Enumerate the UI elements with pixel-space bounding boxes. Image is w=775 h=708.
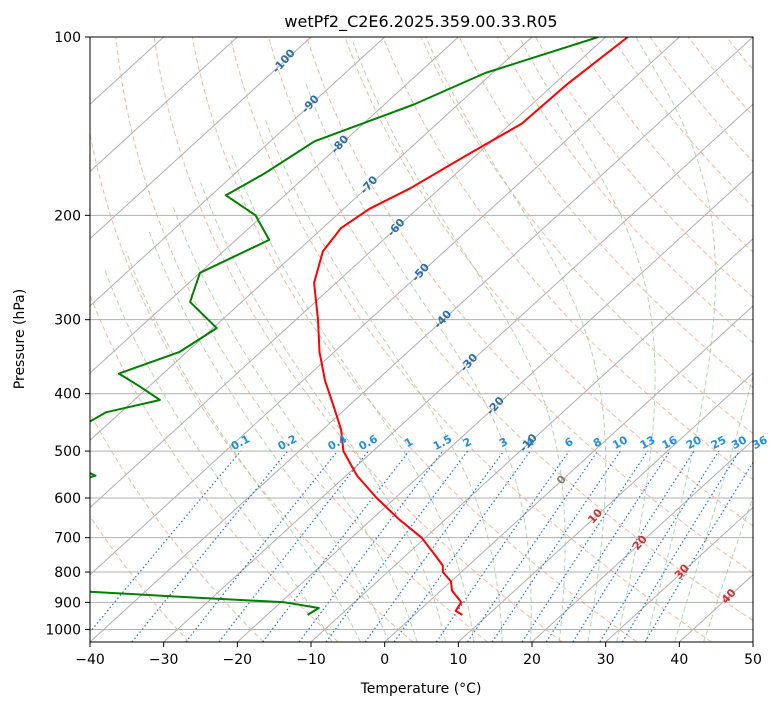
- y-tick-label: 700: [54, 531, 81, 547]
- x-tick-label: 10: [449, 652, 467, 668]
- mixing-ratio-line: [435, 450, 570, 642]
- x-tick-label: 40: [670, 652, 688, 668]
- mixing-ratio-line: [298, 450, 444, 642]
- axes: −40 −30 −20 −10 0 10 20 30 40 50 100 200 300 400 500 60…: [45, 30, 762, 668]
- isotherm-line: [90, 37, 459, 374]
- moist-adiabat-line: [635, 37, 716, 642]
- y-tick-label: 900: [54, 595, 81, 611]
- x-axis-label: Temperature (°C): [360, 681, 482, 697]
- moist-adiabat-line: [703, 495, 753, 642]
- mixing-ratio-label: 36: [750, 433, 770, 452]
- dewpoint-profile-line: [90, 37, 599, 616]
- dry-adiabat-line: [344, 37, 753, 527]
- isotherm-line: [531, 439, 753, 642]
- y-tick-label: 800: [54, 565, 81, 581]
- mixing-ratio-label: 30: [729, 433, 749, 452]
- moist-adiabat-line: [674, 374, 753, 642]
- dry-adiabat-line: [191, 37, 638, 642]
- dry-adiabat-line: [306, 37, 753, 574]
- mixing-ratio-label: 20: [684, 433, 704, 452]
- dry-adiabat-line: [153, 37, 563, 642]
- mixing-ratio-label: 16: [660, 433, 680, 452]
- x-tick-label: 0: [380, 652, 389, 668]
- isotherm-line: [90, 37, 238, 173]
- mixing-ratio-line: [364, 450, 505, 642]
- isotherm-line: [605, 506, 753, 642]
- x-tick-label: 30: [597, 652, 615, 668]
- moist-adiabat-line: [265, 119, 503, 642]
- mixing-ratio-line: [131, 450, 289, 642]
- isotherm-line: [384, 305, 753, 642]
- isotherm-line: [236, 170, 753, 642]
- moist-adiabat-line: [148, 230, 390, 642]
- isotherm-line: [90, 37, 753, 642]
- isotherm-line: [90, 37, 386, 307]
- y-tick-label: 500: [54, 444, 81, 460]
- y-tick-label: 200: [54, 208, 81, 224]
- mixing-ratio-label: 25: [709, 433, 729, 452]
- temperature-profile-line: [313, 37, 629, 616]
- y-axis-label: Pressure (hPa): [12, 289, 28, 389]
- moist-adiabat-line: [352, 41, 566, 642]
- mixing-ratio-line: [90, 450, 242, 633]
- moist-adiabat-line: [172, 207, 418, 642]
- dry-adiabat-line: [382, 37, 753, 481]
- x-tick-label: 50: [744, 652, 762, 668]
- mixing-ratio-line: [325, 450, 468, 642]
- plot-frame: [89, 36, 754, 643]
- dry-adiabat-line: [268, 37, 753, 622]
- mixing-ratio-label: 13: [638, 433, 658, 452]
- mixing-ratio-label: 10: [610, 433, 630, 452]
- dry-adiabat-line: [115, 37, 488, 642]
- dry-adiabat-line: [535, 37, 753, 298]
- moist-adiabat-line: [125, 251, 361, 642]
- x-tick-label: −40: [75, 652, 105, 668]
- mixing-ratio-line: [185, 450, 339, 642]
- x-tick-label: −30: [149, 652, 179, 668]
- mixing-ratio-line: [393, 450, 531, 642]
- y-tick-label: 1000: [45, 622, 81, 638]
- x-tick-label: −10: [296, 652, 326, 668]
- mixing-ratio-line: [466, 450, 599, 642]
- mixing-ratio-line: [621, 450, 740, 642]
- x-tick-label: −20: [223, 652, 253, 668]
- mixing-ratio-line: [521, 450, 649, 642]
- mixing-ratio-line: [545, 450, 671, 642]
- isotherm-line: [163, 103, 753, 642]
- dry-adiabat-line: [420, 37, 753, 435]
- isotherm-line: [457, 372, 753, 642]
- y-tick-label: 300: [54, 313, 81, 329]
- mixing-ratio-line: [491, 450, 621, 642]
- dry-adiabat-line: [496, 37, 753, 344]
- y-tick-label: 100: [54, 30, 81, 46]
- moist-adiabat-line: [425, 37, 607, 642]
- y-tick-label: 600: [54, 491, 81, 507]
- mixing-ratio-line: [572, 450, 695, 642]
- isotherm-line: [90, 37, 680, 576]
- isotherm-line: [90, 37, 312, 240]
- y-tick-label: 400: [54, 387, 81, 403]
- dry-adiabat-line: [229, 37, 712, 642]
- moist-adiabat-line: [305, 83, 532, 642]
- mixing-ratio-line: [262, 450, 410, 642]
- chart-title: wetPf2_C2E6.2025.359.00.33.R05: [284, 12, 557, 32]
- x-tick-label: 20: [523, 652, 541, 668]
- dry-adiabat-line: [90, 131, 414, 642]
- plot-lines: [90, 37, 753, 642]
